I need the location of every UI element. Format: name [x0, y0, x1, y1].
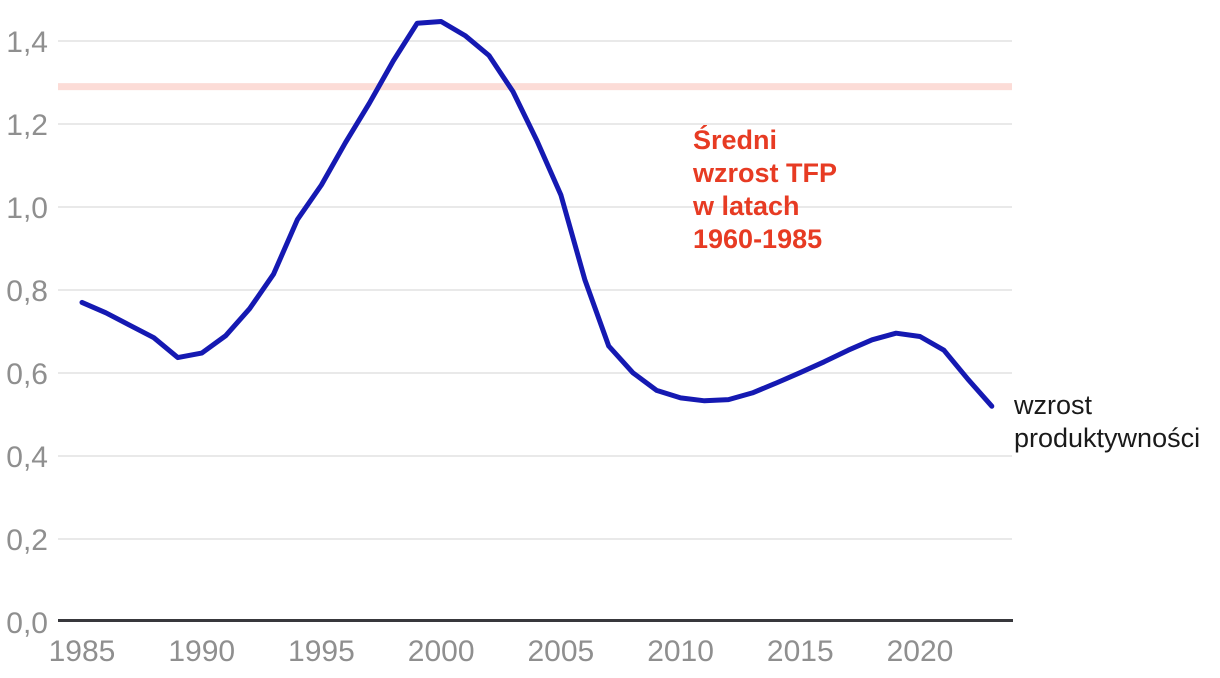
y-axis-tick-label: 1,2 [6, 109, 48, 142]
x-axis-tick-label: 1990 [168, 635, 235, 668]
x-axis-tick-label: 2015 [767, 635, 834, 668]
x-axis-tick-label: 2010 [647, 635, 714, 668]
y-axis-tick-label: 0,0 [6, 607, 48, 640]
reference-band-group [58, 83, 1012, 91]
series-label-annotation: wzrost produktywności [1014, 390, 1201, 453]
y-axis-tick-label: 0,6 [6, 358, 48, 391]
x-axis-tick-label: 2000 [408, 635, 475, 668]
y-axis-tick-label: 0,2 [6, 524, 48, 557]
productivity-line-series [79, 19, 995, 409]
axis-tick-labels: 0,0 0,2 0,4 0,6 0,8 1,0 1,2 1,4 1985 1990 1995 2000… [6, 26, 953, 668]
y-axis-tick-label: 0,4 [6, 441, 48, 474]
x-axis-tick-label: 1995 [288, 635, 355, 668]
x-axis-tick-label: 2005 [527, 635, 594, 668]
y-axis-tick-label: 1,4 [6, 26, 48, 59]
reference-band [58, 83, 1012, 91]
reference-line-annotation: Średni wzrost TFP w latach 1960-1985 [693, 125, 838, 254]
productivity-line [79, 19, 995, 409]
y-axis-tick-label: 0,8 [6, 275, 48, 308]
x-axis-tick-label: 2020 [887, 635, 954, 668]
y-axis-tick-label: 1,0 [6, 192, 48, 225]
x-axis-tick-label: 1985 [49, 635, 116, 668]
gridlines [58, 40, 1012, 540]
